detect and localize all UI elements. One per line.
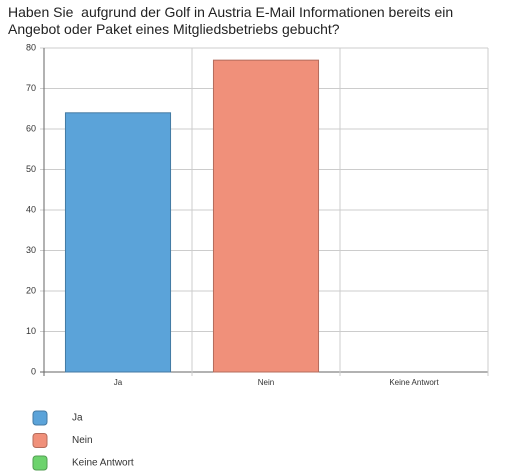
y-tick-label: 60: [26, 123, 36, 133]
y-tick-label: 40: [26, 204, 36, 214]
legend-label: Keine Antwort: [72, 458, 134, 469]
y-tick-label: 20: [26, 285, 36, 295]
y-tick-label: 10: [26, 326, 36, 336]
legend-label: Ja: [72, 413, 83, 424]
y-tick-label: 50: [26, 164, 36, 174]
y-tick-label: 70: [26, 83, 36, 93]
legend-label: Nein: [72, 435, 93, 446]
x-tick-label: Nein: [258, 378, 274, 387]
x-tick-label: Ja: [114, 378, 123, 387]
legend-swatch: [32, 455, 48, 471]
y-tick-label: 80: [26, 42, 36, 52]
y-tick-label: 0: [31, 366, 36, 376]
legend-swatch: [32, 433, 48, 448]
y-tick-label: 30: [26, 245, 36, 255]
chart-title: Haben Sie aufgrund der Golf in Austria E…: [8, 4, 457, 37]
bar: [212, 59, 320, 373]
legend-swatch: [32, 410, 48, 426]
bar: [64, 112, 172, 373]
x-tick-label: Keine Antwort: [389, 378, 439, 387]
